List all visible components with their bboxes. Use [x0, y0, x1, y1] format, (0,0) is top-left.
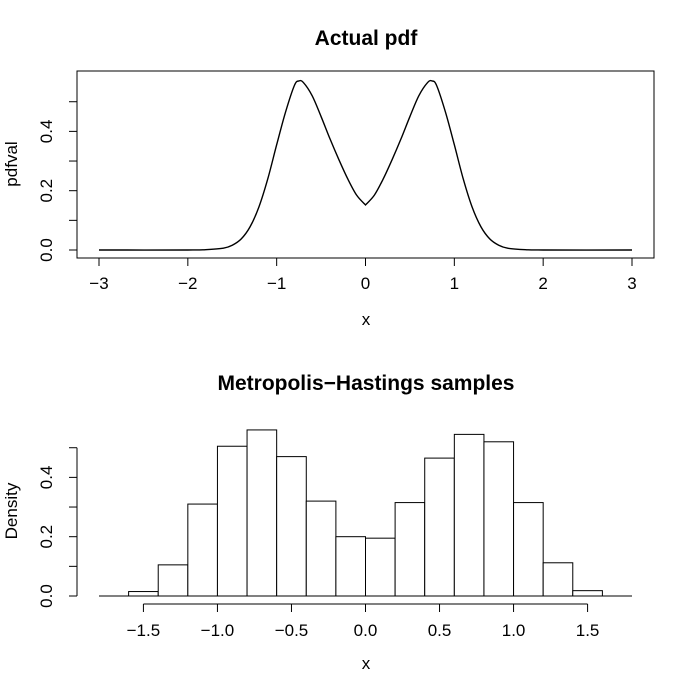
histogram-bar	[394, 502, 426, 597]
histogram-title: Metropolis−Hastings samples	[217, 372, 514, 395]
histogram-bar	[453, 433, 485, 597]
histogram-bar	[335, 536, 366, 597]
histogram-bar	[128, 591, 159, 597]
histogram-y-label: Density	[2, 482, 21, 539]
histogram-bar	[305, 500, 337, 597]
pdf-x-tick-label: 3	[627, 274, 636, 293]
pdf-y-tick-label: 0.4	[37, 120, 56, 144]
histogram-bar	[187, 503, 218, 597]
histogram-panel: Metropolis−Hastings samples −1.5 −1.0 −0.5…	[2, 372, 632, 673]
pdf-y-tick-label: 0.0	[37, 238, 56, 262]
histogram-x-axis: −1.5 −1.0 −0.5 0.0 0.5 1.0 1.5	[127, 603, 600, 640]
pdf-x-tick-label: −1	[267, 274, 286, 293]
pdf-x-tick-label: −2	[178, 274, 197, 293]
histogram-bar	[157, 564, 189, 597]
pdf-x-tick-label: 2	[538, 274, 547, 293]
histogram-x-tick-label: −0.5	[275, 621, 309, 640]
pdf-y-axis: 0.0 0.2 0.4	[37, 101, 78, 262]
histogram-bar	[513, 502, 544, 597]
pdf-x-label: x	[362, 310, 371, 329]
histogram-bar	[483, 441, 515, 597]
pdf-x-axis: −3 −2 −1 0 1 2 3	[89, 257, 637, 293]
pdf-curve	[98, 79, 633, 251]
pdf-x-tick-label: 1	[450, 274, 459, 293]
histogram-x-tick-label: −1.0	[201, 621, 235, 640]
histogram-x-tick-label: 0.0	[354, 621, 378, 640]
histogram-x-tick-label: 1.0	[502, 621, 526, 640]
pdf-y-tick-label: 0.2	[37, 179, 56, 203]
histogram-x-tick-label: 1.5	[576, 621, 600, 640]
pdf-x-tick-label: 0	[361, 274, 370, 293]
histogram-y-tick-label: 0.0	[37, 584, 56, 608]
histogram-bar	[246, 429, 278, 597]
histogram-x-tick-label: 0.5	[428, 621, 452, 640]
histogram-bar	[216, 445, 248, 597]
histogram-bar	[542, 562, 574, 597]
histogram-y-tick-label: 0.4	[37, 466, 56, 490]
histogram-bar	[424, 457, 455, 597]
histogram-y-axis: 0.0 0.2 0.4	[37, 447, 78, 608]
histogram-x-label: x	[362, 654, 371, 673]
pdf-y-label: pdfval	[2, 141, 21, 186]
pdf-panel: Actual pdf −3 −2 −1 0 1 2 3 0.0 0.2 0.4 x pdfval	[2, 27, 655, 329]
pdf-title: Actual pdf	[315, 27, 419, 50]
histogram-bars	[99, 429, 632, 597]
histogram-bar	[572, 590, 603, 597]
histogram-bar	[365, 537, 396, 597]
histogram-y-tick-label: 0.2	[37, 525, 56, 549]
histogram-bar	[276, 456, 307, 597]
histogram-x-tick-label: −1.5	[127, 621, 161, 640]
pdf-x-tick-label: −3	[89, 274, 108, 293]
pdf-plot-box	[76, 70, 655, 259]
